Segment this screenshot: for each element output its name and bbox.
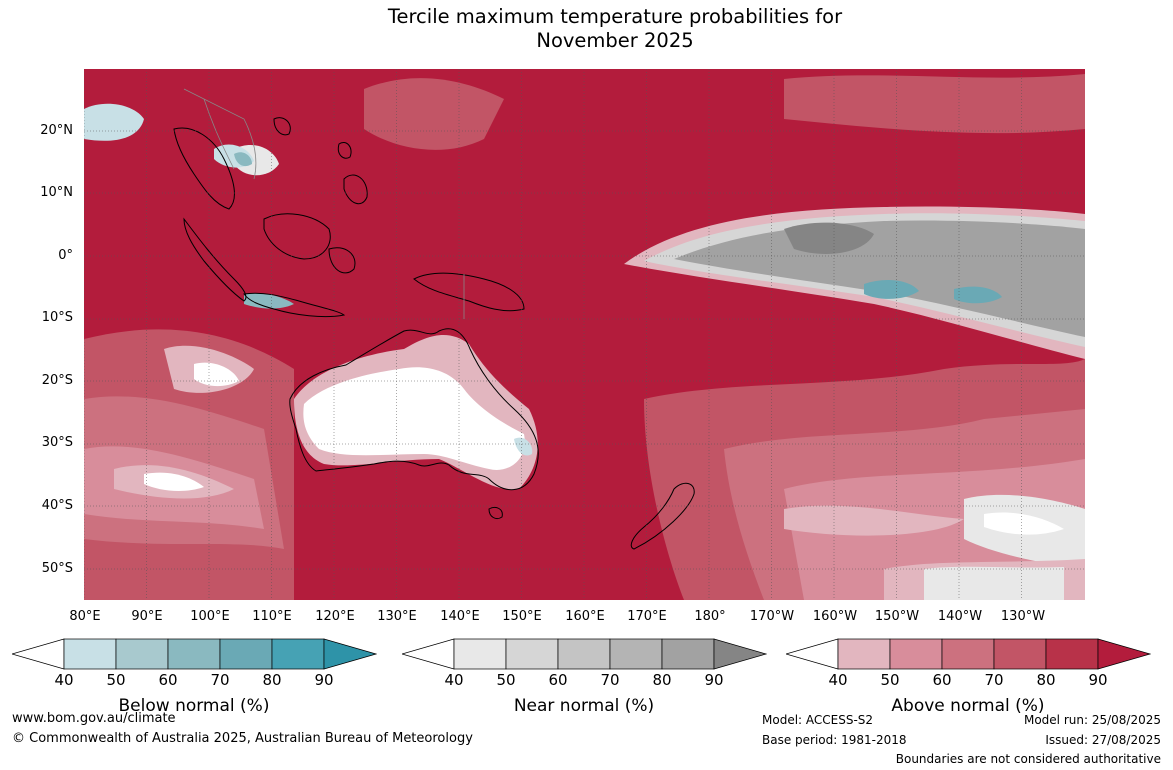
lon-label-80e: 80°E <box>69 609 101 624</box>
lon-label-180: 180° <box>694 609 726 624</box>
legend-below-tick-70: 70 <box>210 671 230 689</box>
title-line-1: Tercile maximum temperature probabilitie… <box>387 5 843 28</box>
legend-above-tick-90: 90 <box>1088 671 1108 689</box>
lon-label-140e: 140°E <box>440 609 480 624</box>
title-line-2: November 2025 <box>536 29 694 52</box>
legend-above-tick-40: 40 <box>828 671 848 689</box>
footer-issued: Issued: 27/08/2025 <box>1045 733 1161 747</box>
legend-below-tick-50: 50 <box>106 671 126 689</box>
map-canvas <box>84 69 1085 600</box>
australia-region <box>84 103 538 490</box>
lat-label-50s: 50°S <box>41 561 73 576</box>
lon-label-120e: 120°E <box>315 609 355 624</box>
footer-copyright: © Commonwealth of Australia 2025, Austra… <box>12 731 473 746</box>
legend-below-tick-90: 90 <box>314 671 334 689</box>
lat-label-20n: 20°N <box>40 123 73 138</box>
lon-label-90e: 90°E <box>131 609 163 624</box>
lat-label-0: 0° <box>58 248 73 263</box>
lon-label-130w: 130°W <box>1000 609 1046 624</box>
country-borders <box>183 88 465 319</box>
legend-above-tick-80: 80 <box>1036 671 1056 689</box>
legend-near-tick-90: 90 <box>704 671 724 689</box>
lon-label-130e: 130°E <box>377 609 417 624</box>
footer-model: Model: ACCESS-S2 <box>762 713 874 727</box>
lon-label-160w: 160°W <box>812 609 858 624</box>
legend-above-colorbar <box>786 638 1151 670</box>
coastlines <box>173 117 695 550</box>
legend-below-title: Below normal (%) <box>118 696 270 716</box>
legend-below-tick-40: 40 <box>54 671 74 689</box>
lat-label-30s: 30°S <box>41 435 73 450</box>
lat-label-20s: 20°S <box>41 373 73 388</box>
graticule <box>84 69 1085 600</box>
legend-above-normal <box>786 638 1151 670</box>
legend-near-tick-80: 80 <box>652 671 672 689</box>
legend-near-normal <box>402 638 767 670</box>
legend-below-colorbar <box>12 638 377 670</box>
lon-label-110e: 110°E <box>252 609 292 624</box>
lon-label-170e: 170°E <box>627 609 667 624</box>
legend-above-title: Above normal (%) <box>891 696 1045 716</box>
legend-below-tick-80: 80 <box>262 671 282 689</box>
footer-disclaimer: Boundaries are not considered authoritat… <box>895 752 1161 766</box>
lon-label-140w: 140°W <box>937 609 983 624</box>
legend-near-colorbar <box>402 638 767 670</box>
legend-above-tick-50: 50 <box>880 671 900 689</box>
map-title: Tercile maximum temperature probabilitie… <box>0 5 1173 53</box>
lon-label-170w: 170°W <box>749 609 795 624</box>
legend-above-tick-60: 60 <box>932 671 952 689</box>
lat-label-40s: 40°S <box>41 498 73 513</box>
lat-label-10n: 10°N <box>40 185 73 200</box>
legend-near-tick-60: 60 <box>548 671 568 689</box>
legend-near-tick-50: 50 <box>496 671 516 689</box>
legend-near-tick-70: 70 <box>600 671 620 689</box>
lon-label-100e: 100°E <box>190 609 230 624</box>
lon-label-160e: 160°E <box>565 609 605 624</box>
probability-map <box>84 69 1085 600</box>
footer-url: www.bom.gov.au/climate <box>12 711 176 726</box>
legend-above-tick-70: 70 <box>984 671 1004 689</box>
legend-below-tick-60: 60 <box>158 671 178 689</box>
near-normal-region <box>624 206 1085 359</box>
lon-label-150w: 150°W <box>874 609 920 624</box>
legend-near-title: Near normal (%) <box>513 696 655 716</box>
lat-label-10s: 10°S <box>41 310 73 325</box>
legend-below-normal <box>12 638 377 670</box>
footer-base-period: Base period: 1981-2018 <box>762 733 907 747</box>
footer-model-run: Model run: 25/08/2025 <box>1023 713 1161 727</box>
legend-near-tick-40: 40 <box>444 671 464 689</box>
lon-label-150e: 150°E <box>502 609 542 624</box>
